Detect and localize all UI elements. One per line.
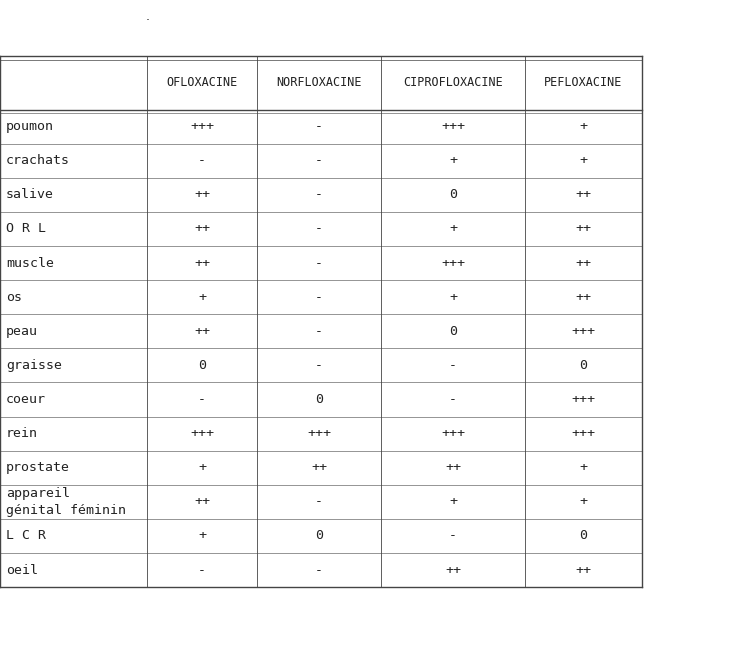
Text: 0: 0 [198,359,206,372]
Text: +: + [579,154,587,167]
Text: 0: 0 [579,359,587,372]
Text: ++: ++ [575,256,591,270]
Text: ++: ++ [311,461,327,474]
Text: +: + [579,495,587,508]
Text: +: + [449,291,457,304]
Text: -: - [315,495,323,508]
Text: coeur: coeur [6,393,46,406]
Text: poumon: poumon [6,120,54,133]
Text: ++: ++ [445,564,461,577]
Text: ++: ++ [194,325,210,338]
Text: graisse: graisse [6,359,62,372]
Text: crachats: crachats [6,154,70,167]
Text: -: - [449,359,457,372]
Text: 0: 0 [315,529,323,543]
Text: ++: ++ [194,256,210,270]
Text: +++: +++ [441,427,465,440]
Text: -: - [315,222,323,236]
Text: génital féminin: génital féminin [6,504,126,517]
Text: ++: ++ [575,222,591,236]
Text: -: - [315,154,323,167]
Text: muscle: muscle [6,256,54,270]
Text: +++: +++ [572,325,595,338]
Text: NORFLOXACINE: NORFLOXACINE [276,76,362,89]
Text: CIPROFLOXACINE: CIPROFLOXACINE [403,76,503,89]
Text: +++: +++ [190,120,214,133]
Text: -: - [198,154,206,167]
Text: -: - [315,564,323,577]
Text: +: + [198,291,206,304]
Text: 0: 0 [579,529,587,543]
Text: +++: +++ [190,427,214,440]
Text: salive: salive [6,188,54,201]
Text: +++: +++ [441,256,465,270]
Text: +++: +++ [572,393,595,406]
Text: OFLOXACINE: OFLOXACINE [166,76,238,89]
Text: 0: 0 [449,188,457,201]
Text: +++: +++ [307,427,331,440]
Text: ++: ++ [194,495,210,508]
Text: oeil: oeil [6,564,38,577]
Text: ++: ++ [575,564,591,577]
Text: 0: 0 [315,393,323,406]
Text: -: - [198,393,206,406]
Text: +: + [449,495,457,508]
Text: L C R: L C R [6,529,46,543]
Text: +: + [449,222,457,236]
Text: +: + [579,120,587,133]
Text: +++: +++ [441,120,465,133]
Text: ++: ++ [575,291,591,304]
Text: appareil: appareil [6,487,70,500]
Text: .: . [145,10,149,23]
Text: +: + [449,154,457,167]
Text: -: - [449,393,457,406]
Text: -: - [198,564,206,577]
Text: os: os [6,291,22,304]
Text: ++: ++ [575,188,591,201]
Text: -: - [315,325,323,338]
Text: O R L: O R L [6,222,46,236]
Text: -: - [315,256,323,270]
Text: peau: peau [6,325,38,338]
Text: -: - [315,291,323,304]
Text: -: - [315,188,323,201]
Text: +: + [198,461,206,474]
Text: 0: 0 [449,325,457,338]
Text: -: - [449,529,457,543]
Text: ++: ++ [194,222,210,236]
Text: PEFLOXACINE: PEFLOXACINE [544,76,622,89]
Text: +: + [198,529,206,543]
Text: -: - [315,359,323,372]
Text: +: + [579,461,587,474]
Text: -: - [315,120,323,133]
Text: prostate: prostate [6,461,70,474]
Text: +++: +++ [572,427,595,440]
Text: ++: ++ [194,188,210,201]
Text: ++: ++ [445,461,461,474]
Text: rein: rein [6,427,38,440]
